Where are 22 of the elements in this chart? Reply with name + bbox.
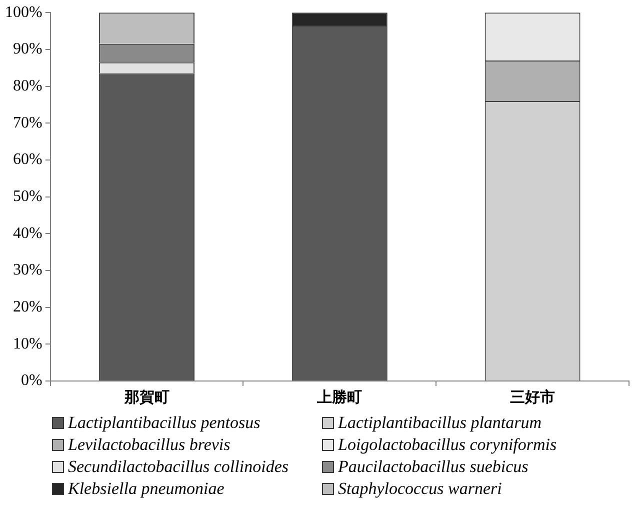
y-tick-label: 80% <box>13 77 42 94</box>
x-tick-label: 上勝町 <box>316 388 362 406</box>
y-tick-label: 70% <box>13 114 42 132</box>
y-tick-label: 50% <box>13 188 42 206</box>
y-tick-label: 90% <box>13 40 42 58</box>
y-tick-label: 10% <box>13 335 42 352</box>
legend-label: Loigolactobacillus coryniformis <box>338 434 557 456</box>
x-tick-label: 那賀町 <box>123 388 170 406</box>
y-tick-label: 40% <box>13 224 42 242</box>
legend-label: Lactiplantibacillus pentosus <box>68 412 260 434</box>
legend-label: Paucilactobacillus suebicus <box>338 456 528 478</box>
x-tick-label: 三好市 <box>510 388 556 406</box>
y-tick-label: 60% <box>13 151 42 168</box>
legend-label: Levilactobacillus brevis <box>68 434 230 456</box>
y-tick-label: 30% <box>13 262 42 279</box>
y-tick-label: 0% <box>21 372 42 390</box>
legend-label: Staphylococcus warneri <box>338 478 502 500</box>
legend-label: Lactiplantibacillus plantarum <box>338 412 542 434</box>
y-tick-label: 20% <box>13 298 42 316</box>
y-tick-label: 100% <box>5 4 42 21</box>
legend-label: Secundilactobacillus collinoides <box>68 456 288 478</box>
legend-label: Klebsiella pneumoniae <box>68 478 224 500</box>
